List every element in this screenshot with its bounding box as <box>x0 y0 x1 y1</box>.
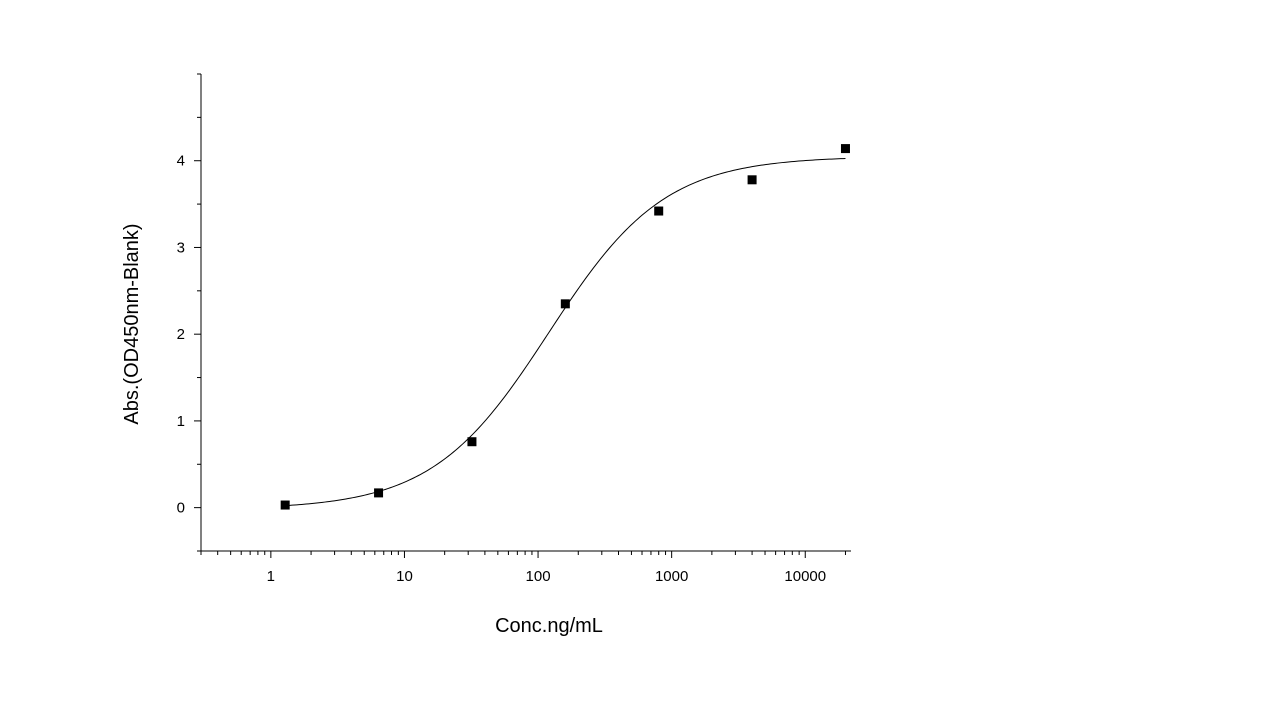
axes: 1 10 100 1000 10000 0 1 2 3 4 <box>177 73 851 585</box>
y-tick-label: 2 <box>177 326 185 343</box>
y-ticks: 0 1 2 3 4 <box>177 73 201 552</box>
y-axis-title: Abs.(OD450nm-Blank) <box>121 223 143 424</box>
data-point <box>840 144 850 154</box>
data-point <box>467 437 477 447</box>
x-tick-label: 1000 <box>655 568 688 585</box>
fit-curve <box>285 158 846 507</box>
y-tick-label: 4 <box>177 153 185 170</box>
data-point <box>560 299 570 309</box>
x-tick-label: 100 <box>526 568 551 585</box>
x-tick-label: 10 <box>396 568 413 585</box>
y-tick-label: 3 <box>177 239 185 256</box>
y-tick-label: 1 <box>177 413 185 430</box>
x-ticks: 1 10 100 1000 10000 <box>200 551 846 585</box>
data-point <box>747 175 757 185</box>
data-points <box>280 144 850 510</box>
y-tick-label: 0 <box>177 500 185 517</box>
x-tick-label: 10000 <box>784 568 826 585</box>
data-point <box>654 206 664 216</box>
data-point <box>280 500 290 510</box>
x-tick-label: 1 <box>267 568 275 585</box>
data-point <box>374 488 384 498</box>
x-axis-title: Conc.ng/mL <box>495 615 603 637</box>
